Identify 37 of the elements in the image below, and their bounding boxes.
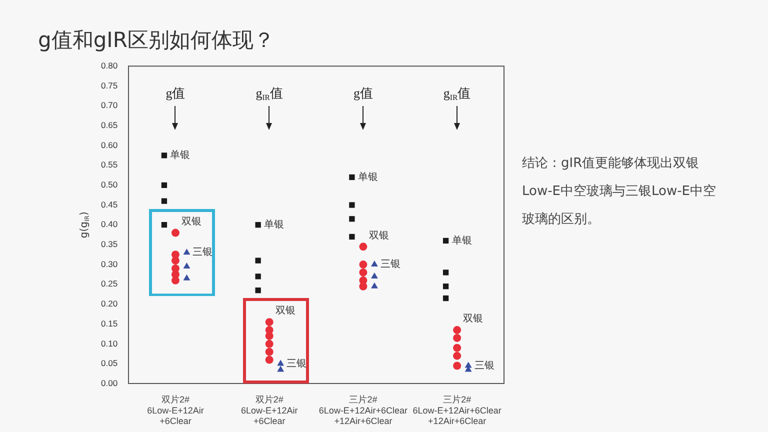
text: 三银	[286, 358, 307, 370]
y-tick-label: 0.30	[100, 258, 118, 269]
y-tick-label: 0.60	[100, 140, 118, 150]
x-tick-label: 双片2# 6Low-E+12Air +6Clear	[147, 394, 204, 426]
chart-title: g值和gIR区别如何体现？	[38, 27, 274, 54]
y-tick-label: 0.55	[100, 160, 118, 170]
x-tick-label: 三片2# 6Low-E+12Air+6Clear +12Air+6Clear	[318, 394, 408, 426]
text: 单银	[452, 235, 472, 246]
y-tick-label: 0.50	[100, 180, 118, 190]
y-tick-label: 0.20	[100, 298, 118, 309]
y-tick-label: 0.25	[100, 278, 118, 289]
y-tick-label: 0.40	[100, 219, 118, 230]
text: 单银	[358, 172, 378, 183]
text: 单银	[264, 219, 284, 230]
annotation: g值	[353, 86, 373, 101]
y-tick-label: 0.80	[100, 60, 118, 70]
y-tick-label: 0.75	[100, 80, 118, 90]
y-tick-label: 0.35	[100, 239, 118, 250]
series-label: 双银	[275, 306, 296, 317]
text: 三银	[192, 247, 213, 258]
y-tick-label: 0.00	[100, 378, 118, 388]
y-tick-label: 0.05	[100, 358, 118, 368]
y-tick-label: 0.10	[100, 338, 118, 348]
y-tick-label: 0.65	[100, 120, 118, 130]
annotation: g值	[166, 86, 186, 101]
x-tick-label: 双片2# 6Low-E+12Air +6Clear	[240, 394, 298, 426]
text: 双银	[463, 314, 484, 325]
y-tick-label: 0.70	[100, 100, 118, 110]
text: 结论：gIR值更能够体现出双银Low-E中空玻璃与三银Low-E中空玻璃的区别。	[522, 155, 718, 229]
y-tick-label: 0.45	[100, 199, 118, 210]
series-label: 单银	[170, 148, 190, 161]
y-tick-label: 0.15	[100, 318, 118, 328]
text: 三银	[380, 259, 400, 270]
text: 双银	[181, 216, 202, 228]
series-label: 三银	[474, 360, 494, 372]
x-tick-label: 三片2# 6Low-E+12Air+6Clear +12Air+6Clear	[412, 394, 502, 426]
text: 双银	[369, 230, 390, 242]
